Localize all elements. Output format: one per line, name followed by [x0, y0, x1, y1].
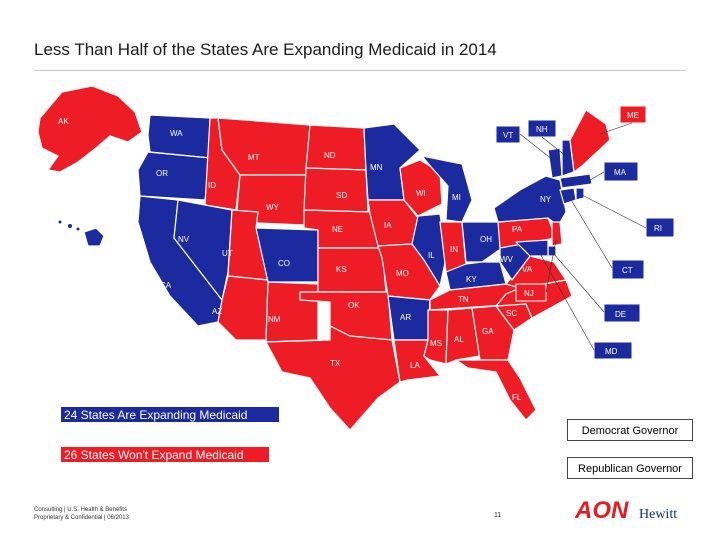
label-WY: WY — [266, 203, 280, 212]
label-IL: IL — [428, 251, 435, 260]
state-NJ — [551, 221, 563, 247]
label-SD: SD — [336, 191, 347, 200]
label-AR: AR — [400, 313, 411, 322]
label-ND: ND — [324, 151, 336, 160]
label-SC: SC — [506, 309, 517, 318]
hawaii-islet — [68, 224, 72, 228]
tag-NH: NH — [536, 125, 548, 134]
label-MS: MS — [430, 339, 442, 348]
legend-not-expanding: 26 States Won't Expand Medicaid — [60, 446, 270, 463]
label-UT: UT — [222, 249, 233, 258]
tag-MA: MA — [614, 168, 627, 177]
state-ND — [305, 124, 367, 171]
state-NY — [493, 175, 567, 227]
label-NV: NV — [178, 235, 190, 244]
label-MT: MT — [248, 153, 260, 162]
tag-RI: RI — [654, 224, 662, 233]
label-NY: NY — [540, 195, 552, 204]
state-IL — [411, 213, 447, 287]
page-number: 11 — [494, 512, 502, 519]
tag-CT: CT — [622, 266, 633, 275]
tag-box-RI — [645, 217, 675, 238]
label-TX: TX — [330, 359, 341, 368]
state-NM — [265, 281, 319, 343]
label-GA: GA — [482, 327, 494, 336]
tag-box-MD — [593, 341, 633, 360]
label-FL: FL — [512, 393, 522, 402]
label-LA: LA — [410, 361, 420, 370]
hawaii-islet — [58, 220, 62, 224]
legend-expanding: 24 States Are Expanding Medicaid — [60, 406, 280, 423]
label-AK: AK — [58, 117, 69, 126]
state-WI — [399, 159, 443, 217]
label-ID: ID — [208, 181, 216, 190]
tag-NJ: NJ — [524, 289, 534, 298]
state-AL — [445, 307, 481, 365]
state-TX — [265, 325, 401, 431]
tag-ME: ME — [627, 111, 639, 120]
label-WV: WV — [500, 255, 514, 264]
label-IN: IN — [450, 245, 458, 254]
tag-box-VT — [495, 125, 521, 144]
label-VA: VA — [522, 265, 533, 274]
label-NE: NE — [332, 225, 343, 234]
label-OK: OK — [348, 301, 360, 310]
tag-box-MA — [603, 161, 639, 182]
tag-MD: MD — [605, 347, 618, 356]
state-MI — [421, 155, 473, 223]
state-AZ — [217, 275, 269, 341]
state-FL — [455, 359, 537, 421]
label-WI: WI — [416, 189, 426, 198]
label-TN: TN — [458, 295, 469, 304]
state-VT — [547, 147, 563, 179]
state-ME — [569, 109, 611, 173]
label-CO: CO — [278, 259, 290, 268]
tag-box-CT — [611, 259, 645, 280]
label-PA: PA — [512, 225, 523, 234]
state-MD — [515, 239, 549, 257]
label-MN: MN — [370, 163, 383, 172]
legend-republican-governor: Republican Governor — [567, 457, 693, 479]
state-MS — [423, 309, 449, 365]
label-KS: KS — [336, 265, 347, 274]
aon-hewitt-logo: AON Hewitt — [575, 497, 677, 524]
tag-DE: DE — [615, 310, 626, 319]
state-SD — [303, 167, 369, 213]
footer: Consulting | U.S. Health & Benefits Prop… — [34, 506, 129, 522]
label-KY: KY — [466, 275, 477, 284]
label-MO: MO — [396, 269, 409, 278]
tag-box-ME — [619, 105, 647, 124]
label-OH: OH — [480, 235, 492, 244]
tag-VT: VT — [503, 131, 513, 140]
state-HI — [83, 227, 105, 247]
label-AZ: AZ — [212, 307, 222, 316]
state-KS — [317, 247, 387, 293]
tag-box-DE — [603, 303, 641, 323]
hawaii-islet — [76, 227, 80, 231]
title-divider — [34, 70, 686, 71]
label-HI: HI — [74, 239, 82, 248]
label-NM: NM — [268, 315, 281, 324]
label-CA: CA — [160, 281, 172, 290]
label-WA: WA — [170, 129, 183, 138]
state-MA — [559, 173, 593, 189]
state-OH — [461, 221, 503, 263]
tag-box-NJ — [515, 283, 547, 302]
slide-title: Less Than Half of the States Are Expandi… — [34, 40, 497, 59]
state-GA — [471, 305, 515, 361]
state-OR — [137, 151, 211, 201]
footer-line2: Proprietary & Confidential | 06/2013 — [34, 515, 129, 521]
state-RI — [575, 187, 585, 201]
label-OR: OR — [156, 169, 168, 178]
legend-democrat-governor: Democrat Governor — [567, 419, 693, 441]
logo-sub: Hewitt — [639, 507, 677, 522]
state-AK — [37, 85, 143, 173]
logo-wordmark: AON — [575, 497, 629, 524]
footer-line1: Consulting | U.S. Health & Benefits — [34, 507, 127, 513]
label-AL: AL — [454, 335, 464, 344]
label-MI: MI — [452, 193, 461, 202]
label-IA: IA — [384, 221, 392, 230]
callout-leaders — [519, 122, 647, 351]
